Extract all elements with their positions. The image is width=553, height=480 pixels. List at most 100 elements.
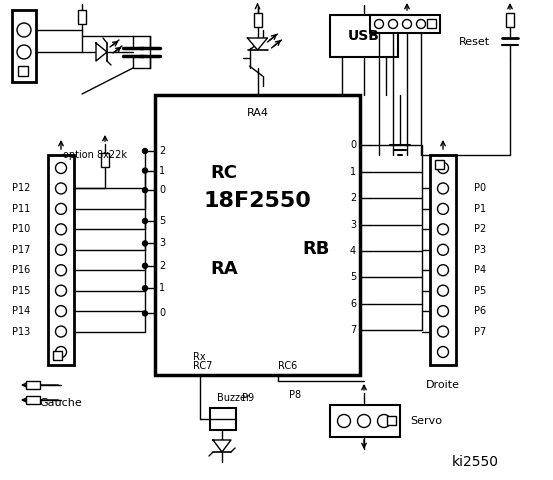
Circle shape [143, 168, 148, 173]
Text: RB: RB [302, 240, 330, 258]
Text: P7: P7 [474, 326, 486, 336]
Text: 1: 1 [350, 167, 356, 177]
Bar [18, 66, 28, 76]
Text: P9: P9 [242, 393, 254, 403]
Circle shape [55, 244, 66, 255]
Circle shape [55, 347, 66, 358]
Bar [387, 416, 396, 425]
Text: 18F2550: 18F2550 [204, 192, 311, 211]
Text: Gauche: Gauche [40, 398, 82, 408]
Circle shape [55, 183, 66, 194]
Bar [210, 408, 236, 430]
Circle shape [143, 218, 148, 224]
Circle shape [437, 265, 448, 276]
Text: 0: 0 [159, 185, 165, 195]
Circle shape [143, 188, 148, 192]
Text: 2: 2 [159, 146, 165, 156]
Circle shape [55, 163, 66, 173]
Text: P13: P13 [12, 326, 30, 336]
Text: P3: P3 [474, 245, 486, 255]
Bar [427, 19, 436, 28]
Circle shape [389, 20, 398, 28]
Circle shape [378, 415, 390, 428]
Bar [53, 351, 62, 360]
Text: P2: P2 [474, 224, 486, 234]
Text: P8: P8 [289, 390, 301, 400]
Text: 0: 0 [350, 140, 356, 150]
Bar [78, 10, 86, 24]
Circle shape [357, 415, 371, 428]
Circle shape [55, 306, 66, 317]
Circle shape [437, 285, 448, 296]
Circle shape [143, 311, 148, 316]
Circle shape [55, 285, 66, 296]
Text: P10: P10 [12, 224, 30, 234]
Text: P6: P6 [474, 306, 486, 316]
Circle shape [416, 20, 425, 28]
Bar [26, 396, 40, 404]
Text: P4: P4 [474, 265, 486, 275]
Text: RA: RA [210, 260, 238, 277]
Circle shape [143, 148, 148, 154]
Circle shape [55, 265, 66, 276]
Bar [155, 95, 360, 375]
Circle shape [143, 241, 148, 246]
Bar [48, 155, 74, 365]
Text: Droite: Droite [426, 380, 460, 390]
Text: P1: P1 [474, 204, 486, 214]
Text: 2: 2 [350, 193, 356, 203]
Circle shape [55, 326, 66, 337]
Text: 3: 3 [350, 220, 356, 229]
Circle shape [143, 286, 148, 291]
Text: 5: 5 [350, 272, 356, 282]
Circle shape [337, 415, 351, 428]
Text: 1: 1 [159, 283, 165, 293]
Text: ki2550: ki2550 [451, 455, 498, 469]
Text: P16: P16 [12, 265, 30, 275]
Text: RC: RC [210, 164, 237, 182]
Bar [430, 155, 456, 365]
Text: P12: P12 [12, 183, 30, 193]
Circle shape [437, 244, 448, 255]
Bar [330, 405, 400, 437]
Bar [26, 381, 40, 389]
Text: P11: P11 [12, 204, 30, 214]
Circle shape [143, 264, 148, 268]
Text: 6: 6 [350, 299, 356, 309]
Text: Servo: Servo [410, 416, 442, 426]
Text: 4: 4 [350, 246, 356, 256]
Circle shape [55, 204, 66, 215]
Circle shape [437, 224, 448, 235]
Bar [435, 160, 444, 169]
Text: P17: P17 [12, 245, 30, 255]
Circle shape [403, 20, 411, 28]
Text: USB: USB [348, 29, 380, 43]
Text: 1: 1 [159, 166, 165, 176]
Circle shape [17, 23, 31, 37]
Bar [253, 13, 262, 27]
Text: option 8x22k: option 8x22k [63, 150, 127, 160]
Bar [12, 10, 36, 82]
Text: Rx: Rx [193, 352, 206, 362]
Text: Buzzer: Buzzer [217, 393, 250, 403]
Text: P14: P14 [12, 306, 30, 316]
Text: Reset: Reset [459, 37, 490, 47]
Text: 3: 3 [159, 239, 165, 249]
Text: P15: P15 [12, 286, 30, 296]
Text: P5: P5 [474, 286, 486, 296]
Circle shape [437, 326, 448, 337]
Circle shape [437, 347, 448, 358]
Circle shape [17, 45, 31, 59]
Bar [370, 15, 440, 33]
Circle shape [374, 20, 383, 28]
Bar [330, 15, 398, 57]
Bar [101, 153, 109, 167]
Polygon shape [213, 440, 231, 452]
Text: 0: 0 [159, 308, 165, 318]
Circle shape [437, 183, 448, 194]
Text: RC6: RC6 [278, 361, 298, 371]
Text: 2: 2 [159, 261, 165, 271]
Text: RA4: RA4 [247, 108, 269, 118]
Text: P0: P0 [474, 183, 486, 193]
Polygon shape [248, 38, 268, 50]
